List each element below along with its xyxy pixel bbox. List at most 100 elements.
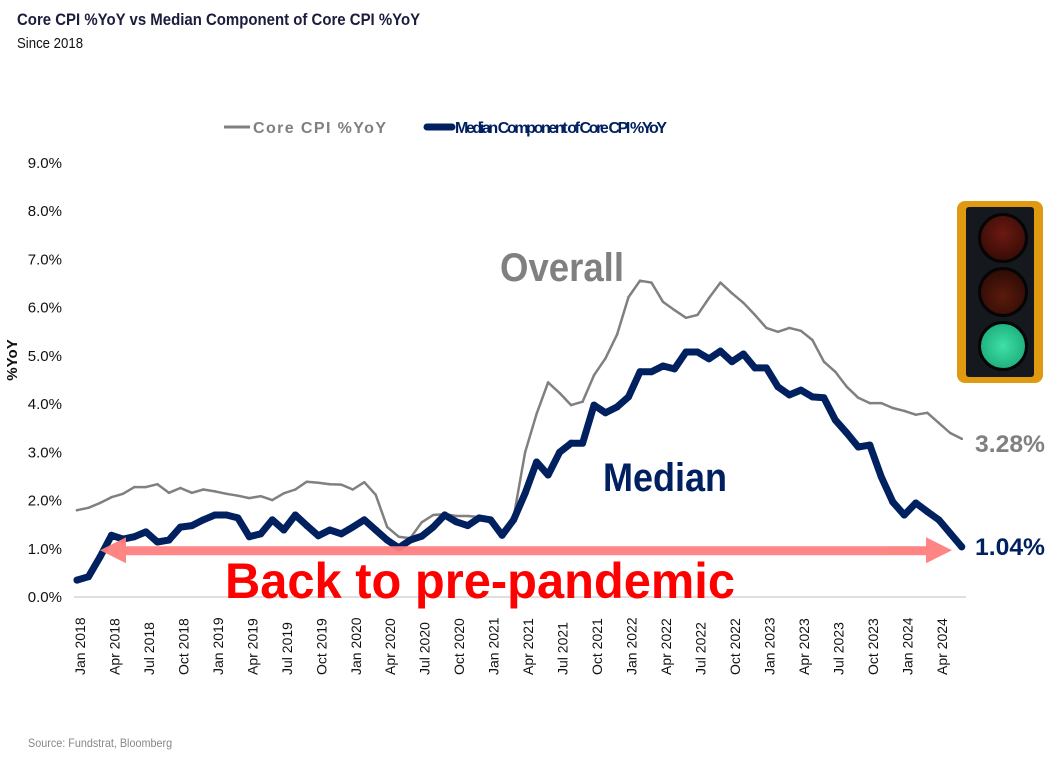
data-point-core-cpi <box>558 391 561 395</box>
data-point-median <box>349 523 357 531</box>
arrow-annotation-text: Back to pre-pandemic <box>225 553 735 609</box>
data-point-core-cpi <box>581 400 584 403</box>
data-point-median <box>337 530 345 538</box>
data-point-median <box>452 518 460 526</box>
data-point-median <box>889 498 897 506</box>
x-tick-label: Jan 2023 <box>761 617 777 675</box>
data-point-core-cpi <box>87 506 90 510</box>
data-point-core-cpi <box>248 496 251 500</box>
data-point-core-cpi <box>167 491 171 495</box>
data-point-core-cpi <box>707 296 711 300</box>
x-tick-label: Jan 2019 <box>210 617 226 675</box>
data-point-core-cpi <box>684 316 688 320</box>
data-point-median <box>831 416 839 424</box>
data-point-core-cpi <box>75 508 79 512</box>
data-point-median <box>222 511 230 519</box>
data-point-core-cpi <box>719 281 722 284</box>
data-point-median <box>636 368 644 376</box>
y-tick-label: 2.0% <box>28 493 62 510</box>
pre-pandemic-arrow <box>100 537 952 564</box>
data-point-median <box>567 439 575 447</box>
data-point-core-cpi <box>960 437 963 441</box>
data-point-median <box>487 516 495 524</box>
x-tick-label: Jul 2022 <box>692 622 708 675</box>
data-point-median <box>383 536 391 544</box>
data-point-median <box>739 350 747 358</box>
x-tick-label: Apr 2023 <box>796 618 812 675</box>
data-point-core-cpi <box>535 412 538 416</box>
data-point-core-cpi <box>845 385 849 389</box>
data-point-core-cpi <box>385 525 389 529</box>
data-point-median <box>165 536 173 544</box>
data-point-median <box>360 516 368 524</box>
data-point-median <box>556 448 564 456</box>
data-point-core-cpi <box>351 488 355 491</box>
arrow-shaft <box>120 546 928 556</box>
data-point-core-cpi <box>110 495 113 499</box>
data-point-core-cpi <box>868 401 872 405</box>
data-point-median <box>130 533 138 541</box>
data-point-core-cpi <box>282 492 286 495</box>
x-tick-label: Jan 2018 <box>72 617 88 675</box>
x-tick-label: Jul 2021 <box>555 622 571 675</box>
data-point-core-cpi <box>225 492 228 496</box>
x-tick-label: Jul 2020 <box>417 622 433 675</box>
data-point-core-cpi <box>948 431 952 435</box>
x-tick-label: Oct 2023 <box>865 618 881 675</box>
data-point-core-cpi <box>592 373 596 377</box>
data-point-median <box>280 526 288 534</box>
y-tick-label: 3.0% <box>28 444 62 461</box>
data-point-core-cpi <box>121 492 125 496</box>
data-point-median <box>406 536 414 544</box>
data-point-core-cpi <box>156 482 159 486</box>
data-point-core-cpi <box>202 488 205 491</box>
data-point-core-cpi <box>788 326 791 330</box>
data-point-core-cpi <box>661 300 665 304</box>
yellow-lamp-icon <box>978 267 1028 317</box>
data-point-core-cpi <box>569 403 573 407</box>
data-point-median <box>498 531 506 539</box>
data-point-core-cpi <box>799 329 803 333</box>
y-tick-label: 8.0% <box>28 203 62 220</box>
data-point-core-cpi <box>98 501 102 505</box>
data-point-core-cpi <box>857 396 860 400</box>
data-point-median <box>705 355 713 363</box>
x-tick-label: Apr 2018 <box>106 618 122 675</box>
data-point-core-cpi <box>144 485 148 489</box>
data-point-core-cpi <box>190 491 194 495</box>
data-point-median <box>602 409 610 417</box>
data-point-median <box>176 523 184 531</box>
data-point-core-cpi <box>926 411 929 415</box>
x-tick-label: Jul 2023 <box>830 622 846 675</box>
y-tick-label: 4.0% <box>28 396 62 413</box>
data-point-median <box>418 532 426 540</box>
data-point-median <box>533 458 541 466</box>
data-point-core-cpi <box>765 326 768 330</box>
data-point-core-cpi <box>638 279 642 282</box>
data-point-median <box>877 473 885 481</box>
data-point-core-cpi <box>696 313 699 317</box>
data-point-median <box>211 511 219 519</box>
data-point-core-cpi <box>317 481 320 484</box>
data-point-core-cpi <box>604 357 607 360</box>
data-point-median <box>693 348 701 356</box>
data-point-median <box>648 368 655 376</box>
data-point-median <box>808 393 816 401</box>
data-point-median <box>900 511 908 519</box>
data-point-core-cpi <box>811 338 814 342</box>
data-point-core-cpi <box>363 480 366 484</box>
data-point-core-cpi <box>753 313 757 317</box>
data-point-median <box>625 393 633 401</box>
data-point-median <box>96 553 104 561</box>
y-tick-label: 7.0% <box>28 251 62 268</box>
data-point-median <box>544 471 552 479</box>
data-point-core-cpi <box>340 483 343 486</box>
data-point-median <box>774 383 782 391</box>
x-tick-label: Jul 2018 <box>141 622 157 675</box>
data-point-median <box>716 347 724 355</box>
data-point-core-cpi <box>133 485 136 489</box>
x-tick-label: Jan 2020 <box>348 617 364 675</box>
data-point-median <box>326 526 334 534</box>
data-point-core-cpi <box>834 370 837 374</box>
